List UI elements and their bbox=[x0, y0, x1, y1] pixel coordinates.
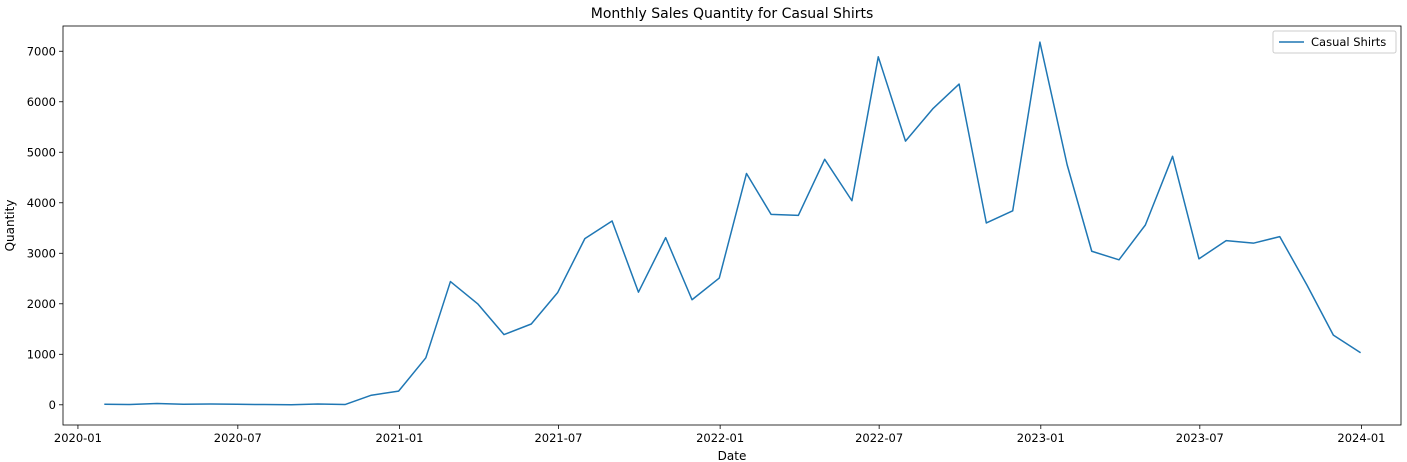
y-tick-label: 6000 bbox=[27, 95, 56, 109]
data-point bbox=[156, 402, 158, 404]
data-point bbox=[584, 237, 586, 239]
data-point bbox=[1011, 210, 1013, 212]
data-point bbox=[317, 403, 319, 405]
data-point bbox=[1171, 155, 1173, 157]
data-point bbox=[103, 403, 105, 405]
data-point bbox=[290, 404, 292, 406]
data-point bbox=[1039, 41, 1041, 43]
data-point bbox=[932, 108, 934, 110]
plot-frame bbox=[62, 25, 1402, 426]
data-point bbox=[770, 213, 772, 215]
data-point bbox=[904, 140, 906, 142]
x-tick-label: 2021-07 bbox=[534, 431, 582, 445]
data-point bbox=[425, 357, 427, 359]
data-point bbox=[1091, 250, 1093, 252]
x-tick-label: 2022-01 bbox=[696, 431, 744, 445]
data-point bbox=[718, 277, 720, 279]
y-tick-label: 2000 bbox=[27, 297, 56, 311]
data-point bbox=[530, 323, 532, 325]
y-tick-label: 0 bbox=[49, 398, 56, 412]
y-tick-label: 1000 bbox=[27, 347, 56, 361]
y-tick-label: 7000 bbox=[27, 44, 56, 58]
y-tick-label: 3000 bbox=[27, 246, 56, 260]
x-tick-label: 2021-01 bbox=[375, 431, 423, 445]
x-tick-label: 2023-07 bbox=[1176, 431, 1224, 445]
y-axis-ticks: 0 1000 2000 3000 4000 5000 6000 7000 bbox=[27, 44, 63, 412]
data-point bbox=[851, 200, 853, 202]
x-tick-label: 2023-01 bbox=[1017, 431, 1065, 445]
data-point bbox=[1198, 258, 1200, 260]
data-point bbox=[1306, 284, 1308, 286]
data-point bbox=[182, 403, 184, 405]
data-point bbox=[209, 403, 211, 405]
data-point bbox=[476, 303, 478, 305]
legend-label: Casual Shirts bbox=[1311, 35, 1386, 49]
data-point bbox=[985, 222, 987, 224]
data-point bbox=[556, 291, 558, 293]
x-tick-label: 2020-07 bbox=[214, 431, 262, 445]
data-point bbox=[1225, 239, 1227, 241]
data-point bbox=[236, 403, 238, 405]
data-point bbox=[797, 214, 799, 216]
data-point bbox=[1066, 164, 1068, 166]
data-point bbox=[1252, 242, 1254, 244]
data-point bbox=[1144, 224, 1146, 226]
data-point bbox=[370, 394, 372, 396]
data-point bbox=[1332, 334, 1334, 336]
legend: Casual Shirts bbox=[1272, 30, 1397, 54]
data-point bbox=[344, 403, 346, 405]
data-point bbox=[449, 280, 451, 282]
x-tick-label: 2022-07 bbox=[855, 431, 903, 445]
data-point bbox=[503, 333, 505, 335]
data-point bbox=[877, 56, 879, 58]
data-point bbox=[958, 83, 960, 85]
data-point bbox=[397, 390, 399, 392]
data-point bbox=[129, 403, 131, 405]
y-tick-label: 5000 bbox=[27, 145, 56, 159]
data-point bbox=[1359, 352, 1361, 354]
data-point bbox=[691, 299, 693, 301]
x-axis-ticks: 2020-01 2020-07 2021-01 2021-07 2022-01 2022-… bbox=[54, 425, 1385, 445]
series-layer bbox=[103, 41, 1361, 406]
data-point bbox=[664, 236, 666, 238]
data-point bbox=[823, 158, 825, 160]
data-point bbox=[1118, 259, 1120, 261]
data-point bbox=[611, 220, 613, 222]
series-line-casual-shirts bbox=[104, 41, 1361, 406]
data-point bbox=[1279, 235, 1281, 237]
data-point bbox=[263, 403, 265, 405]
y-axis-label: Quantity bbox=[3, 200, 17, 252]
data-point bbox=[745, 172, 747, 174]
y-tick-label: 4000 bbox=[27, 196, 56, 210]
legend-box bbox=[1272, 30, 1397, 54]
data-point bbox=[637, 291, 639, 293]
x-tick-label: 2024-01 bbox=[1337, 431, 1385, 445]
chart-title: Monthly Sales Quantity for Casual Shirts bbox=[591, 6, 874, 22]
x-axis-label: Date bbox=[718, 449, 747, 462]
x-tick-label: 2020-01 bbox=[54, 431, 102, 445]
